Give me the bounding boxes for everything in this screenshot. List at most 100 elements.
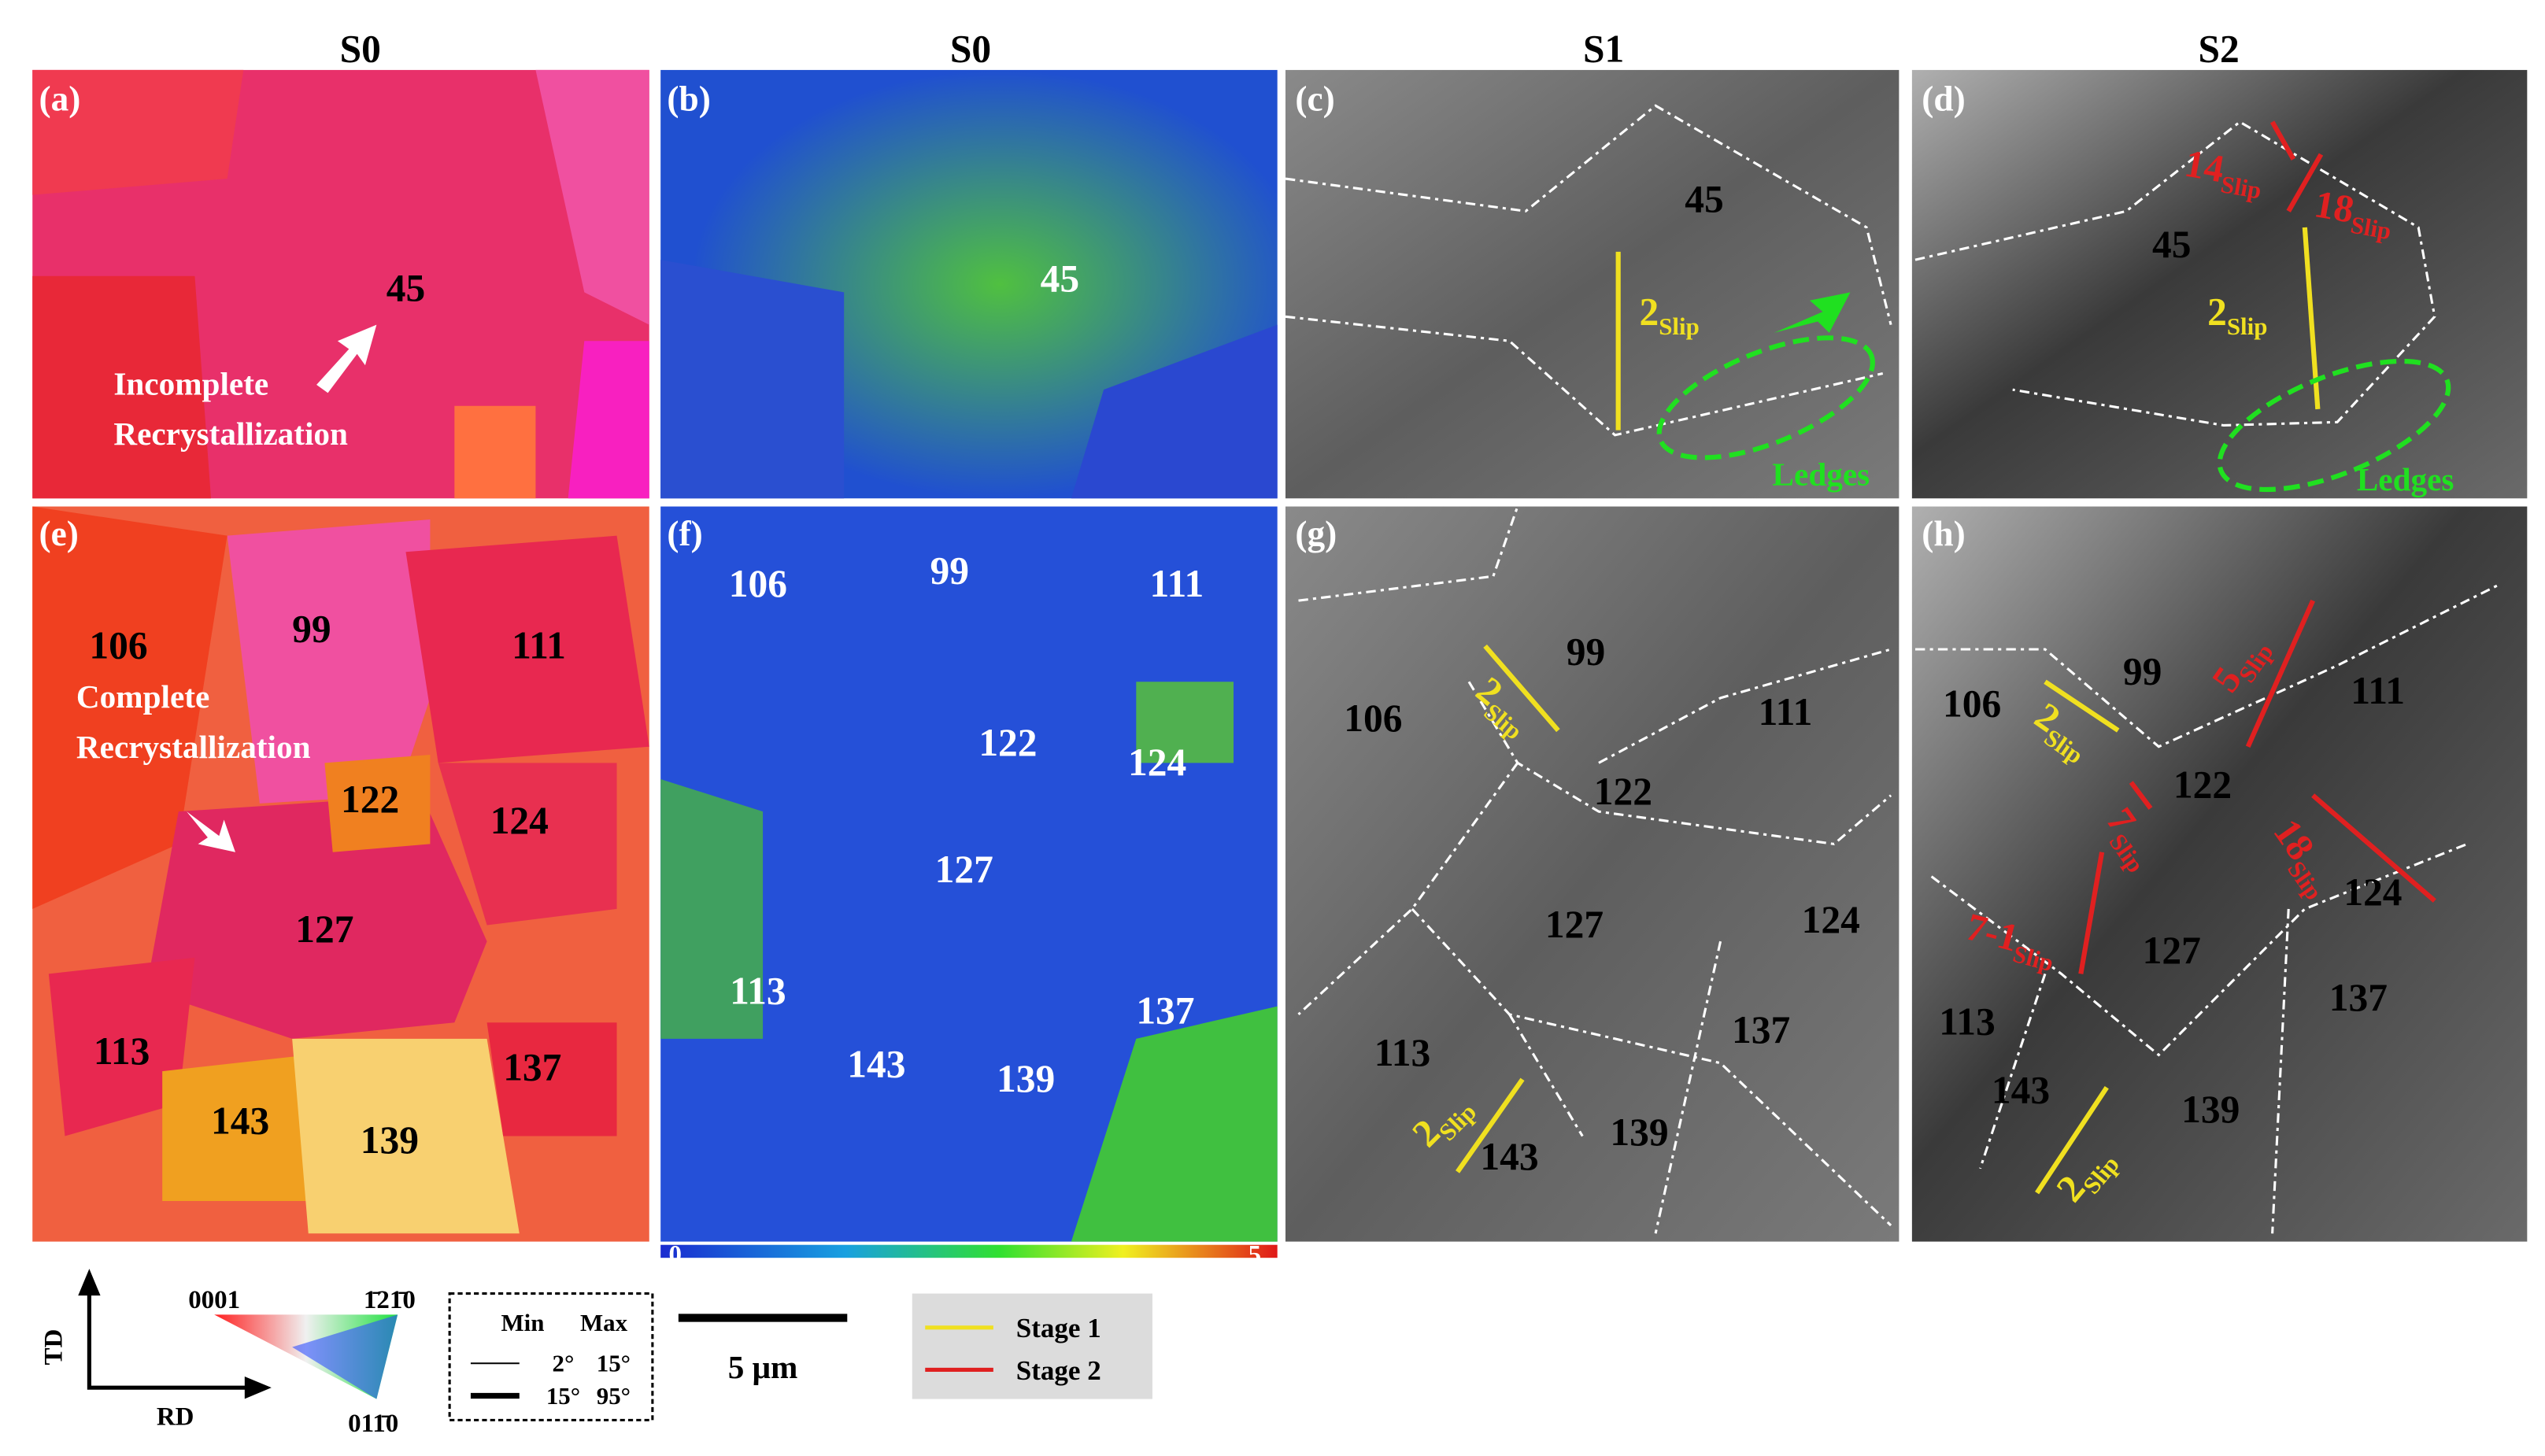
panel-label: (a) (39, 79, 80, 118)
annotation: Incomplete (113, 365, 268, 401)
colorbar (660, 1244, 1278, 1258)
ipf-corner: 011̄0 (348, 1410, 398, 1438)
sem-image (1911, 69, 2528, 499)
grain-label: 45 (2152, 223, 2191, 266)
grain-label: 111 (1759, 690, 1813, 734)
grain-label: 113 (730, 970, 786, 1013)
grain-label: 143 (1992, 1068, 2050, 1111)
legend-label: Stage 1 (1016, 1313, 1101, 1343)
legend-value: 15° (597, 1350, 631, 1377)
annotation: Ledges (2357, 461, 2454, 497)
grain-label: 45 (1685, 177, 1723, 220)
grain-label: 127 (1545, 903, 1604, 946)
slip-subscript: Slip (2219, 170, 2264, 204)
panel-label: (h) (1922, 514, 1965, 553)
slip-label: 2Slip (2207, 290, 2267, 340)
panel-label: (g) (1295, 514, 1337, 553)
grain-label: 45 (1041, 257, 1079, 300)
legend-value: 95° (597, 1382, 631, 1410)
grain-label: 111 (512, 623, 566, 667)
grain-label: 99 (2123, 649, 2162, 693)
column-header: S1 (1583, 28, 1624, 71)
grain-label: 106 (89, 623, 147, 667)
slip-label: 14Slip (2181, 142, 2268, 205)
axis-label: RD (157, 1403, 194, 1432)
grain-label: 139 (361, 1118, 419, 1162)
arrow (316, 324, 377, 394)
grain-label: 99 (930, 549, 968, 593)
grain-label: 124 (1128, 741, 1186, 784)
slip-subscript: Slip (1659, 312, 1700, 340)
boundary-legend (448, 1292, 654, 1421)
grain-label: 122 (978, 721, 1037, 764)
slip-number: 2 (2207, 290, 2227, 334)
annotation: Ledges (1773, 456, 1870, 493)
panel-label: (b) (667, 79, 710, 118)
arrow (1774, 292, 1851, 333)
grain-label: 137 (1136, 989, 1194, 1032)
grain-boundaries (1285, 104, 2500, 1234)
grain-label: 137 (2329, 976, 2388, 1019)
grain-label: 139 (997, 1057, 1055, 1100)
slip-lines (1456, 120, 2436, 1195)
slip-number: 14 (2181, 142, 2227, 191)
grain-label: 45 (387, 267, 425, 310)
grain-label: 143 (1480, 1135, 1538, 1178)
legend-header: Max (580, 1309, 628, 1336)
grain-label: 124 (2343, 870, 2402, 914)
slip-number: 2 (1639, 290, 1659, 334)
annotation: Recrystallization (113, 416, 348, 452)
grain-label: 143 (211, 1099, 269, 1142)
scale-label: 5 μm (728, 1349, 798, 1385)
grain-label: 137 (503, 1045, 561, 1088)
panel-label: (c) (1295, 79, 1334, 118)
slip-subscript: Slip (2227, 312, 2268, 340)
legend-value: 2° (553, 1350, 575, 1377)
panel-label: (e) (39, 514, 78, 553)
arrow (187, 811, 235, 852)
sem-image (1911, 506, 2528, 1242)
grain-label: 111 (2351, 669, 2405, 712)
annotation: Recrystallization (76, 729, 311, 765)
sem-image (1285, 506, 1900, 1242)
slip-label: 2Slip (1639, 290, 1699, 340)
slip-subscript: Slip (2349, 211, 2394, 245)
grain-label: 113 (94, 1029, 150, 1073)
grain-label: 127 (295, 907, 353, 951)
grain-label: 99 (1567, 630, 1605, 674)
panel-label: (d) (1922, 79, 1965, 118)
axis-label: TD (39, 1329, 68, 1365)
colorbar-label: 0 (668, 1240, 681, 1269)
legend-value: 15° (546, 1382, 580, 1410)
grain-label: 106 (1344, 697, 1402, 740)
grain-label: 127 (2143, 929, 2201, 972)
column-header: S2 (2198, 28, 2239, 71)
stage-legend (912, 1293, 1152, 1399)
grain-label: 124 (490, 799, 549, 842)
sem-image (1285, 69, 1900, 499)
column-header: S0 (340, 28, 381, 71)
axes-arrows (78, 1269, 272, 1399)
grain-label: 113 (1939, 1000, 1995, 1044)
grain-label: 143 (847, 1042, 905, 1085)
grain-label: 122 (341, 778, 399, 821)
grain-label: 113 (1374, 1031, 1430, 1074)
grain-label: 137 (1732, 1008, 1790, 1051)
slip-label: 18Slip (2310, 182, 2398, 245)
grain-label: 139 (1610, 1110, 1668, 1154)
column-header: S0 (950, 28, 991, 71)
ipf-corner: 0001 (188, 1286, 240, 1314)
ipf-corner: 1̄21̄0 (364, 1286, 416, 1314)
grain-label: 99 (292, 608, 331, 651)
grain-label: 139 (2181, 1088, 2240, 1131)
legend-header: Min (501, 1309, 544, 1336)
colorbar-label: 5 (1248, 1240, 1261, 1269)
annotation: Complete (76, 678, 209, 715)
slip-number: 18 (2311, 182, 2357, 231)
grain-label: 106 (1943, 682, 2001, 726)
grain-label: 122 (1594, 770, 1652, 813)
grain-label: 127 (935, 848, 993, 891)
legend-label: Stage 2 (1016, 1355, 1101, 1386)
grain-label: 122 (2173, 763, 2232, 807)
